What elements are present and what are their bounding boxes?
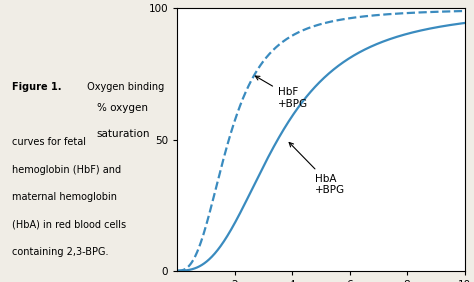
Text: Figure 1.: Figure 1. [12, 82, 61, 92]
Text: maternal hemoglobin: maternal hemoglobin [12, 192, 117, 202]
Text: HbA
+BPG: HbA +BPG [289, 142, 345, 195]
Text: containing 2,3-BPG.: containing 2,3-BPG. [12, 247, 108, 257]
Text: % oxygen: % oxygen [97, 103, 148, 113]
Text: curves for fetal: curves for fetal [12, 137, 86, 147]
Text: HbF
+BPG: HbF +BPG [255, 76, 308, 109]
Text: (HbA) in red blood cells: (HbA) in red blood cells [12, 220, 126, 230]
Text: saturation: saturation [97, 129, 150, 139]
Text: hemoglobin (HbF) and: hemoglobin (HbF) and [12, 164, 121, 175]
Text: Oxygen binding: Oxygen binding [84, 82, 164, 92]
